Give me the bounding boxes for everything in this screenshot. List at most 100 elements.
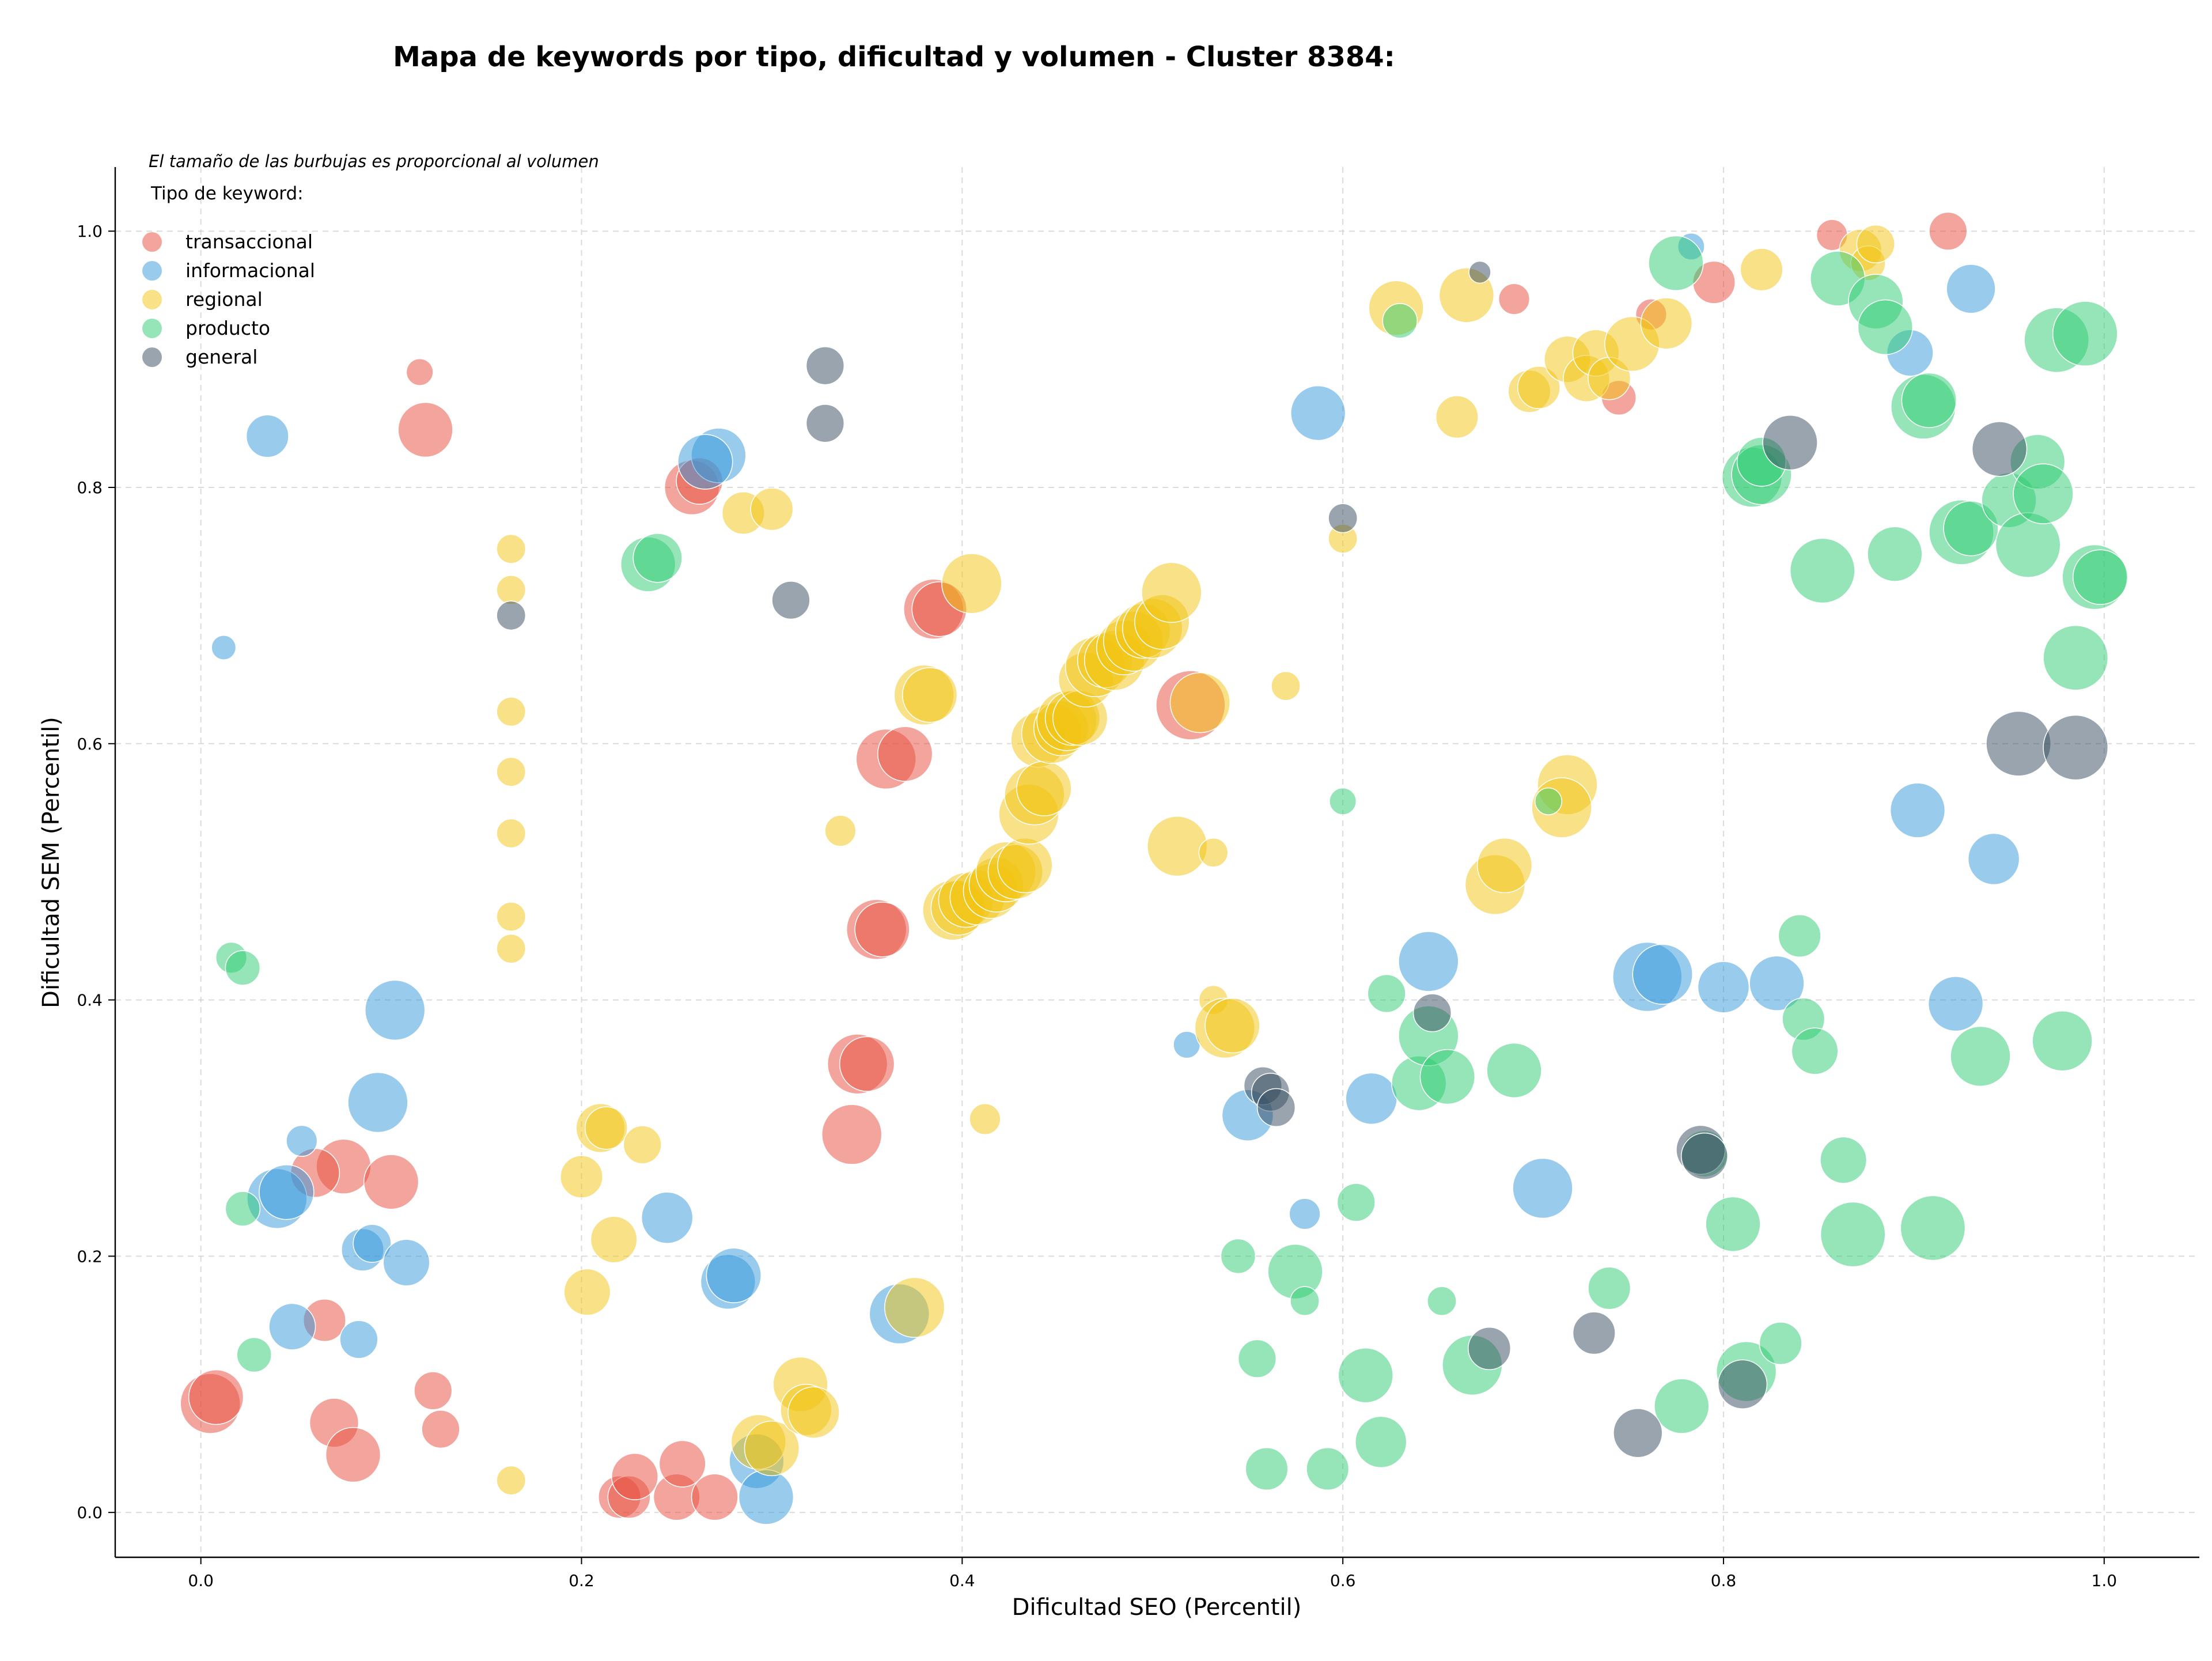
general-bubble [1412, 993, 1452, 1032]
x-tick-label: 0.4 [949, 1571, 975, 1590]
y-tick-label: 1.0 [77, 222, 103, 241]
general-bubble [1762, 414, 1818, 471]
producto-bubble [1867, 526, 1923, 582]
regional-bubble [623, 1125, 662, 1164]
producto-bubble [236, 1337, 272, 1373]
y-axis-title: Dificultad SEM (Percentil) [38, 717, 65, 1008]
producto-bubble [2052, 301, 2118, 366]
regional-bubble [1476, 837, 1533, 894]
x-tick-label: 0.2 [569, 1571, 594, 1590]
producto-bubble [1789, 538, 1855, 604]
informacional-bubble [641, 1191, 694, 1244]
regional-bubble [496, 1465, 527, 1496]
y-tick-label: 0.4 [77, 991, 103, 1010]
general-bubble [1680, 1132, 1728, 1180]
transaccional-bubble [188, 1369, 244, 1425]
informacional-bubble [382, 1239, 430, 1287]
producto-bubble [1220, 1238, 1256, 1274]
producto-bubble [1820, 1136, 1868, 1184]
transaccional-bubble [325, 1427, 381, 1483]
legend: transaccional informacional regional produc… [142, 230, 315, 368]
regional-bubble [563, 1268, 611, 1316]
transaccional-bubble [821, 1104, 882, 1165]
y-tick-label: 0.0 [77, 1503, 103, 1522]
regional-bubble [560, 1155, 603, 1198]
regional-bubble [969, 1103, 1001, 1135]
producto-bubble [1367, 974, 1406, 1013]
regional-bubble [496, 575, 527, 605]
general-bubble [1468, 260, 1491, 284]
general-bubble [1717, 1359, 1768, 1409]
producto-bubble [1329, 787, 1357, 815]
producto-bubble [1820, 1201, 1886, 1267]
regional-bubble [824, 815, 857, 847]
transaccional-bubble [1929, 211, 1968, 251]
regional-bubble [1271, 671, 1301, 701]
producto-bubble [1705, 1196, 1761, 1252]
informacional-bubble [1889, 782, 1946, 838]
axes [114, 167, 2199, 1558]
informacional-bubble [1946, 264, 1996, 314]
regional-bubble [590, 1216, 638, 1263]
regional-bubble [744, 1420, 800, 1477]
transaccional-bubble [363, 1154, 419, 1210]
informacional-bubble [286, 1125, 318, 1157]
bubbles [180, 211, 2128, 1525]
general-bubble [1986, 710, 2051, 777]
informacional-bubble [1749, 955, 1805, 1011]
producto-bubble [1382, 303, 1418, 339]
producto-bubble [1354, 1416, 1407, 1469]
general-bubble [1468, 1327, 1512, 1370]
transaccional-bubble [414, 1371, 453, 1410]
informacional-bubble [259, 1164, 315, 1220]
informacional-bubble [353, 1224, 392, 1263]
informacional-bubble [1289, 1198, 1321, 1230]
x-axis-title: Dificultad SEO (Percentil) [1012, 1594, 1302, 1621]
general-bubble [1572, 1311, 1616, 1355]
x-tick-label: 1.0 [2092, 1571, 2118, 1590]
regional-bubble [1169, 672, 1231, 733]
producto-bubble [1237, 1339, 1277, 1378]
general-bubble [771, 581, 810, 620]
informacional-bubble [347, 1072, 408, 1133]
x-tick-label: 0.0 [188, 1571, 214, 1590]
legend-label-informacional: informacional [185, 259, 315, 282]
regional-bubble [1740, 248, 1783, 292]
informacional-bubble [339, 1320, 378, 1359]
producto-bubble [1778, 914, 1821, 958]
general-bubble [1328, 503, 1358, 534]
transaccional-bubble [691, 1473, 738, 1521]
producto-bubble [1759, 1322, 1802, 1365]
producto-bubble [1427, 1286, 1457, 1316]
regional-bubble [941, 553, 1002, 614]
general-bubble [805, 404, 845, 443]
transaccional-bubble [406, 358, 434, 386]
producto-bubble [1245, 1447, 1289, 1491]
regional-bubble [1205, 997, 1260, 1054]
legend-marker-producto [142, 319, 162, 338]
informacional-bubble [677, 434, 733, 490]
regional-bubble [1198, 837, 1229, 868]
y-tick-label: 0.2 [77, 1247, 103, 1266]
producto-bubble [1588, 1266, 1631, 1310]
transaccional-bubble [839, 1036, 895, 1092]
general-bubble [805, 346, 845, 385]
producto-bubble [1654, 1378, 1710, 1434]
transaccional-bubble [611, 1452, 659, 1500]
producto-bubble [1791, 1027, 1839, 1075]
producto-bubble [1419, 1049, 1476, 1105]
regional-bubble [496, 902, 527, 932]
informacional-bubble [1290, 385, 1346, 441]
informacional-bubble [1512, 1157, 1573, 1219]
y-tick-label: 0.6 [77, 735, 103, 754]
regional-bubble [884, 1277, 945, 1338]
ticks: 0.0 0.2 0.4 0.6 0.8 1.0 0.0 0.2 0.4 0.6 0.8 1.0 [77, 222, 2117, 1590]
transaccional-bubble [658, 1440, 706, 1488]
regional-bubble [1016, 760, 1072, 816]
informacional-bubble [1345, 1072, 1397, 1125]
producto-bubble [1290, 1286, 1320, 1316]
informacional-bubble [268, 1303, 316, 1350]
informacional-bubble [245, 414, 289, 458]
regional-bubble [750, 487, 794, 531]
